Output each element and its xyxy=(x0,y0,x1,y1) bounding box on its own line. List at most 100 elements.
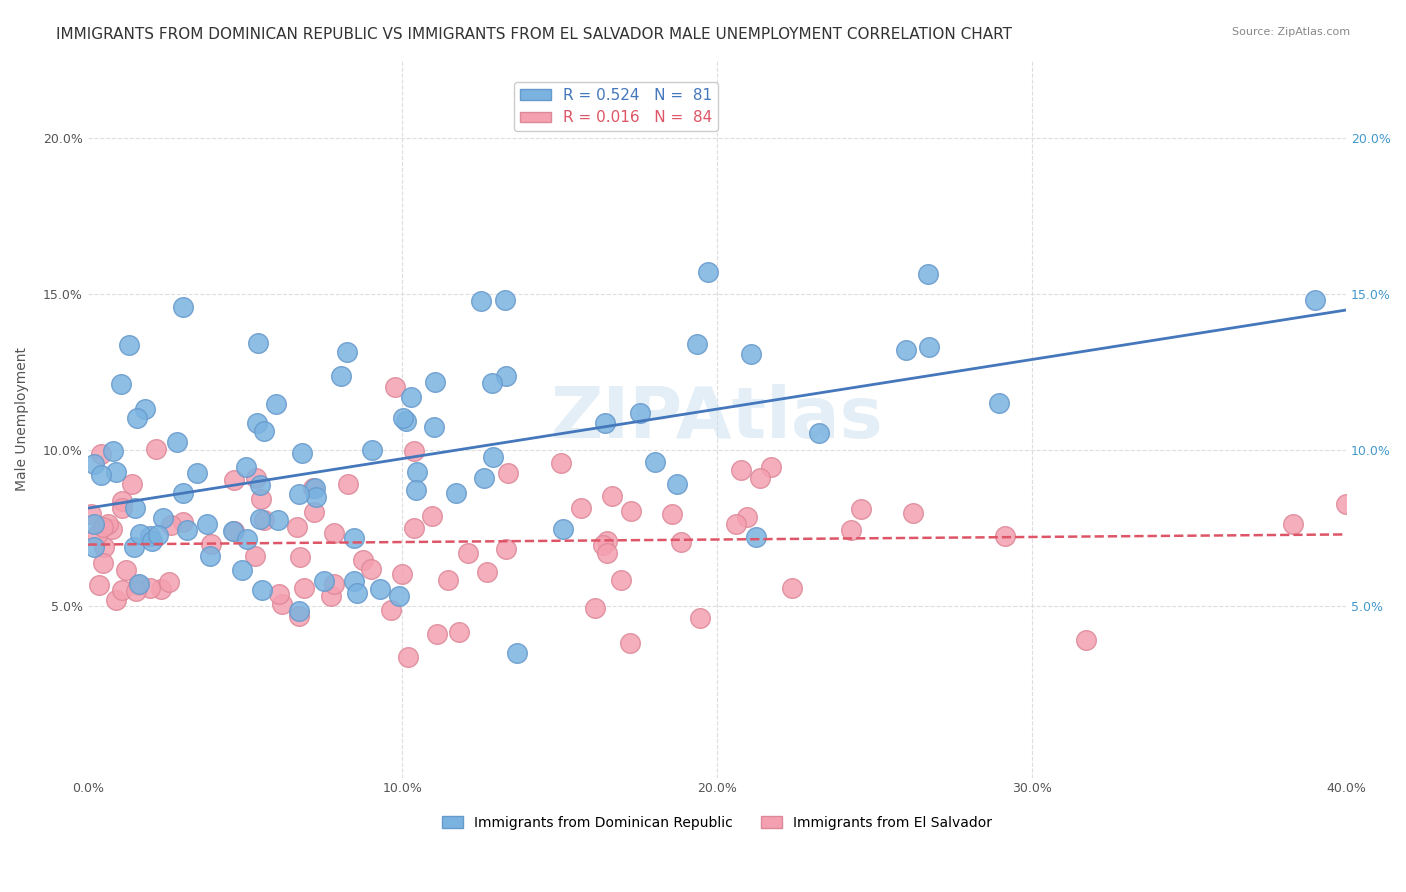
Point xyxy=(101,443,124,458)
Point xyxy=(111,582,134,597)
Point xyxy=(495,542,517,557)
Point xyxy=(595,416,617,430)
Point xyxy=(994,529,1017,543)
Point xyxy=(1303,293,1326,307)
Point xyxy=(596,546,619,560)
Point xyxy=(122,540,145,554)
Point xyxy=(406,466,429,480)
Point xyxy=(245,471,267,485)
Point xyxy=(470,294,492,309)
Point xyxy=(304,481,326,495)
Point xyxy=(571,501,593,516)
Point xyxy=(86,528,108,542)
Point xyxy=(610,574,633,588)
Point xyxy=(250,491,273,506)
Point xyxy=(124,501,146,516)
Point xyxy=(669,534,692,549)
Point xyxy=(319,589,342,603)
Point xyxy=(90,468,112,483)
Point xyxy=(901,506,924,520)
Point xyxy=(139,529,162,543)
Point xyxy=(402,443,425,458)
Point xyxy=(396,650,419,665)
Point xyxy=(918,340,941,354)
Point xyxy=(401,390,423,404)
Point xyxy=(735,510,758,524)
Point xyxy=(111,493,134,508)
Point xyxy=(551,522,574,536)
Point xyxy=(808,425,831,440)
Point xyxy=(129,527,152,541)
Point xyxy=(200,537,222,551)
Point xyxy=(619,636,641,650)
Point xyxy=(329,369,352,384)
Point xyxy=(267,587,290,601)
Text: ZIPAtlas: ZIPAtlas xyxy=(551,384,883,453)
Point xyxy=(506,646,529,660)
Point xyxy=(302,505,325,519)
Point xyxy=(83,540,105,554)
Point xyxy=(252,582,274,597)
Point xyxy=(198,549,221,563)
Point xyxy=(420,508,443,523)
Point xyxy=(160,517,183,532)
Point xyxy=(496,467,519,481)
Point xyxy=(323,577,346,591)
Point xyxy=(644,455,666,469)
Point xyxy=(111,500,134,515)
Point xyxy=(1282,516,1305,531)
Point xyxy=(101,522,124,536)
Point xyxy=(380,602,402,616)
Point xyxy=(343,574,366,589)
Point xyxy=(423,420,446,434)
Point xyxy=(110,377,132,392)
Text: IMMIGRANTS FROM DOMINICAN REPUBLIC VS IMMIGRANTS FROM EL SALVADOR MALE UNEMPLOYM: IMMIGRANTS FROM DOMINICAN REPUBLIC VS IM… xyxy=(56,27,1012,42)
Point xyxy=(172,486,194,500)
Point xyxy=(896,343,918,358)
Point xyxy=(157,575,180,590)
Point xyxy=(1074,633,1097,648)
Point xyxy=(370,582,392,597)
Point xyxy=(305,490,328,504)
Point xyxy=(352,553,374,567)
Point xyxy=(392,410,415,425)
Point xyxy=(749,471,772,485)
Point xyxy=(127,578,149,592)
Point xyxy=(264,396,287,410)
Point xyxy=(288,550,311,565)
Y-axis label: Male Unemployment: Male Unemployment xyxy=(15,347,30,491)
Point xyxy=(481,376,503,390)
Point xyxy=(128,577,150,591)
Point xyxy=(83,517,105,532)
Point xyxy=(335,345,357,359)
Point xyxy=(287,604,309,618)
Point xyxy=(917,267,939,281)
Point xyxy=(686,337,709,351)
Point xyxy=(550,456,572,470)
Point xyxy=(235,459,257,474)
Point xyxy=(761,459,783,474)
Point xyxy=(740,347,762,361)
Point xyxy=(1336,497,1358,511)
Point xyxy=(620,504,643,518)
Point xyxy=(405,483,427,497)
Point xyxy=(988,396,1011,410)
Text: Source: ZipAtlas.com: Source: ZipAtlas.com xyxy=(1232,27,1350,37)
Point xyxy=(314,574,336,588)
Point xyxy=(730,463,752,477)
Point xyxy=(117,337,139,351)
Point xyxy=(253,513,276,527)
Point xyxy=(425,376,447,390)
Point xyxy=(91,556,114,570)
Point xyxy=(361,443,384,458)
Point xyxy=(472,471,495,485)
Legend: Immigrants from Dominican Republic, Immigrants from El Salvador: Immigrants from Dominican Republic, Immi… xyxy=(437,810,997,835)
Point xyxy=(222,473,245,487)
Point xyxy=(744,530,766,544)
Point xyxy=(145,442,167,457)
Point xyxy=(249,477,271,491)
Point xyxy=(592,538,614,552)
Point xyxy=(172,515,194,529)
Point xyxy=(104,465,127,479)
Point xyxy=(346,586,368,600)
